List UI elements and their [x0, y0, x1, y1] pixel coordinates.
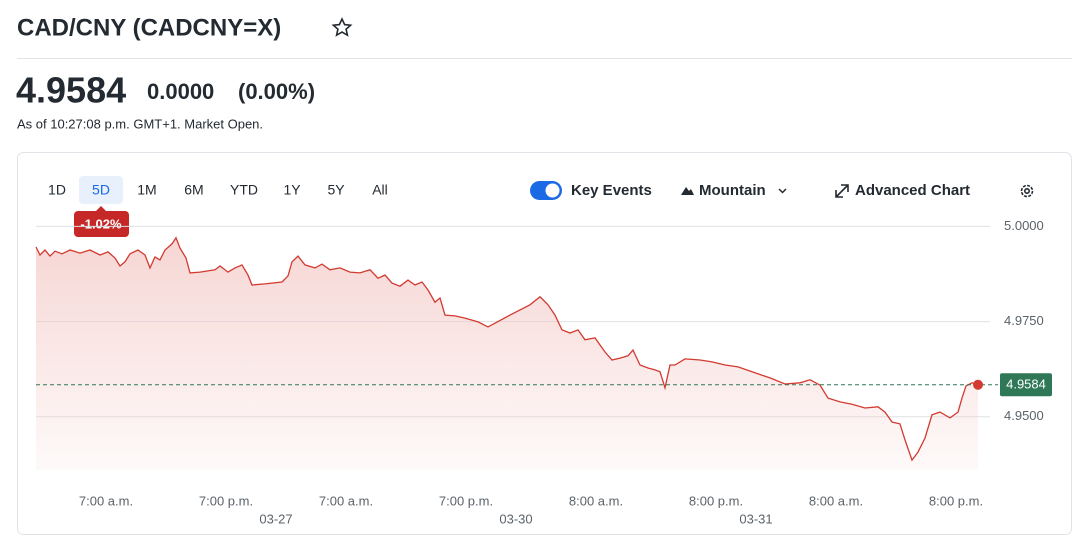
range-button[interactable]: 5D: [92, 182, 110, 198]
last-point: [973, 379, 983, 390]
x-tick-label: 8:00 p.m.: [929, 493, 983, 508]
x-tick-label: 8:00 a.m.: [569, 493, 623, 508]
as-of: As of 10:27:08 p.m. GMT+1. Market Open.: [17, 116, 263, 131]
toggle-knob: [545, 183, 560, 198]
chart-type[interactable]: Mountain: [699, 182, 766, 199]
advanced-icon: [835, 184, 849, 198]
range-change: -1.02%: [80, 216, 122, 231]
x-tick-label: 7:00 p.m.: [199, 493, 253, 508]
advanced-chart[interactable]: Advanced Chart: [855, 182, 970, 199]
watchlist-star[interactable]: [331, 17, 353, 37]
y-tick-label: 4.9500: [1004, 408, 1044, 423]
range-change-badge: [74, 211, 129, 237]
badge-pointer: [96, 206, 106, 211]
range-button[interactable]: 1D: [48, 182, 66, 198]
last-price-box: [1000, 373, 1052, 397]
y-tick-label: 4.9750: [1004, 313, 1044, 328]
x-tick-label: 7:00 a.m.: [319, 493, 373, 508]
price-line: [35, 236, 979, 462]
price-change: 0.0000: [147, 79, 214, 104]
gear-inner: [1024, 188, 1031, 195]
price-change-percent: (0.00%): [238, 79, 315, 104]
x-tick-label: 8:00 p.m.: [689, 493, 743, 508]
range-button[interactable]: 1Y: [283, 182, 301, 198]
key-events-label[interactable]: Key Events: [571, 182, 652, 199]
x-tick-label: 8:00 a.m.: [809, 493, 863, 508]
range-selected-bg: [79, 176, 123, 204]
date-tick-label: 03-27: [259, 511, 292, 526]
x-tick-label: 7:00 p.m.: [439, 493, 493, 508]
last-price-label: 4.9584: [1006, 377, 1046, 392]
mountain-icon: [681, 187, 694, 195]
chevron: [778, 188, 787, 194]
y-tick-label: 5.0000: [1004, 218, 1044, 233]
settings-icon[interactable]: [1020, 184, 1034, 198]
x-tick-label: 7:00 a.m.: [79, 493, 133, 508]
title: CAD/CNY (CADCNY=X): [17, 14, 281, 41]
area-fill: [36, 237, 978, 470]
date-tick-label: 03-31: [739, 511, 772, 526]
range-button[interactable]: 5Y: [327, 182, 345, 198]
range-button[interactable]: All: [372, 182, 388, 198]
price: 4.9584: [16, 70, 126, 111]
date-tick-label: 03-30: [499, 511, 532, 526]
range-button[interactable]: 1M: [137, 182, 156, 198]
range-button[interactable]: YTD: [230, 182, 258, 198]
gear-outer: [1020, 184, 1034, 198]
range-button[interactable]: 6M: [184, 182, 203, 198]
